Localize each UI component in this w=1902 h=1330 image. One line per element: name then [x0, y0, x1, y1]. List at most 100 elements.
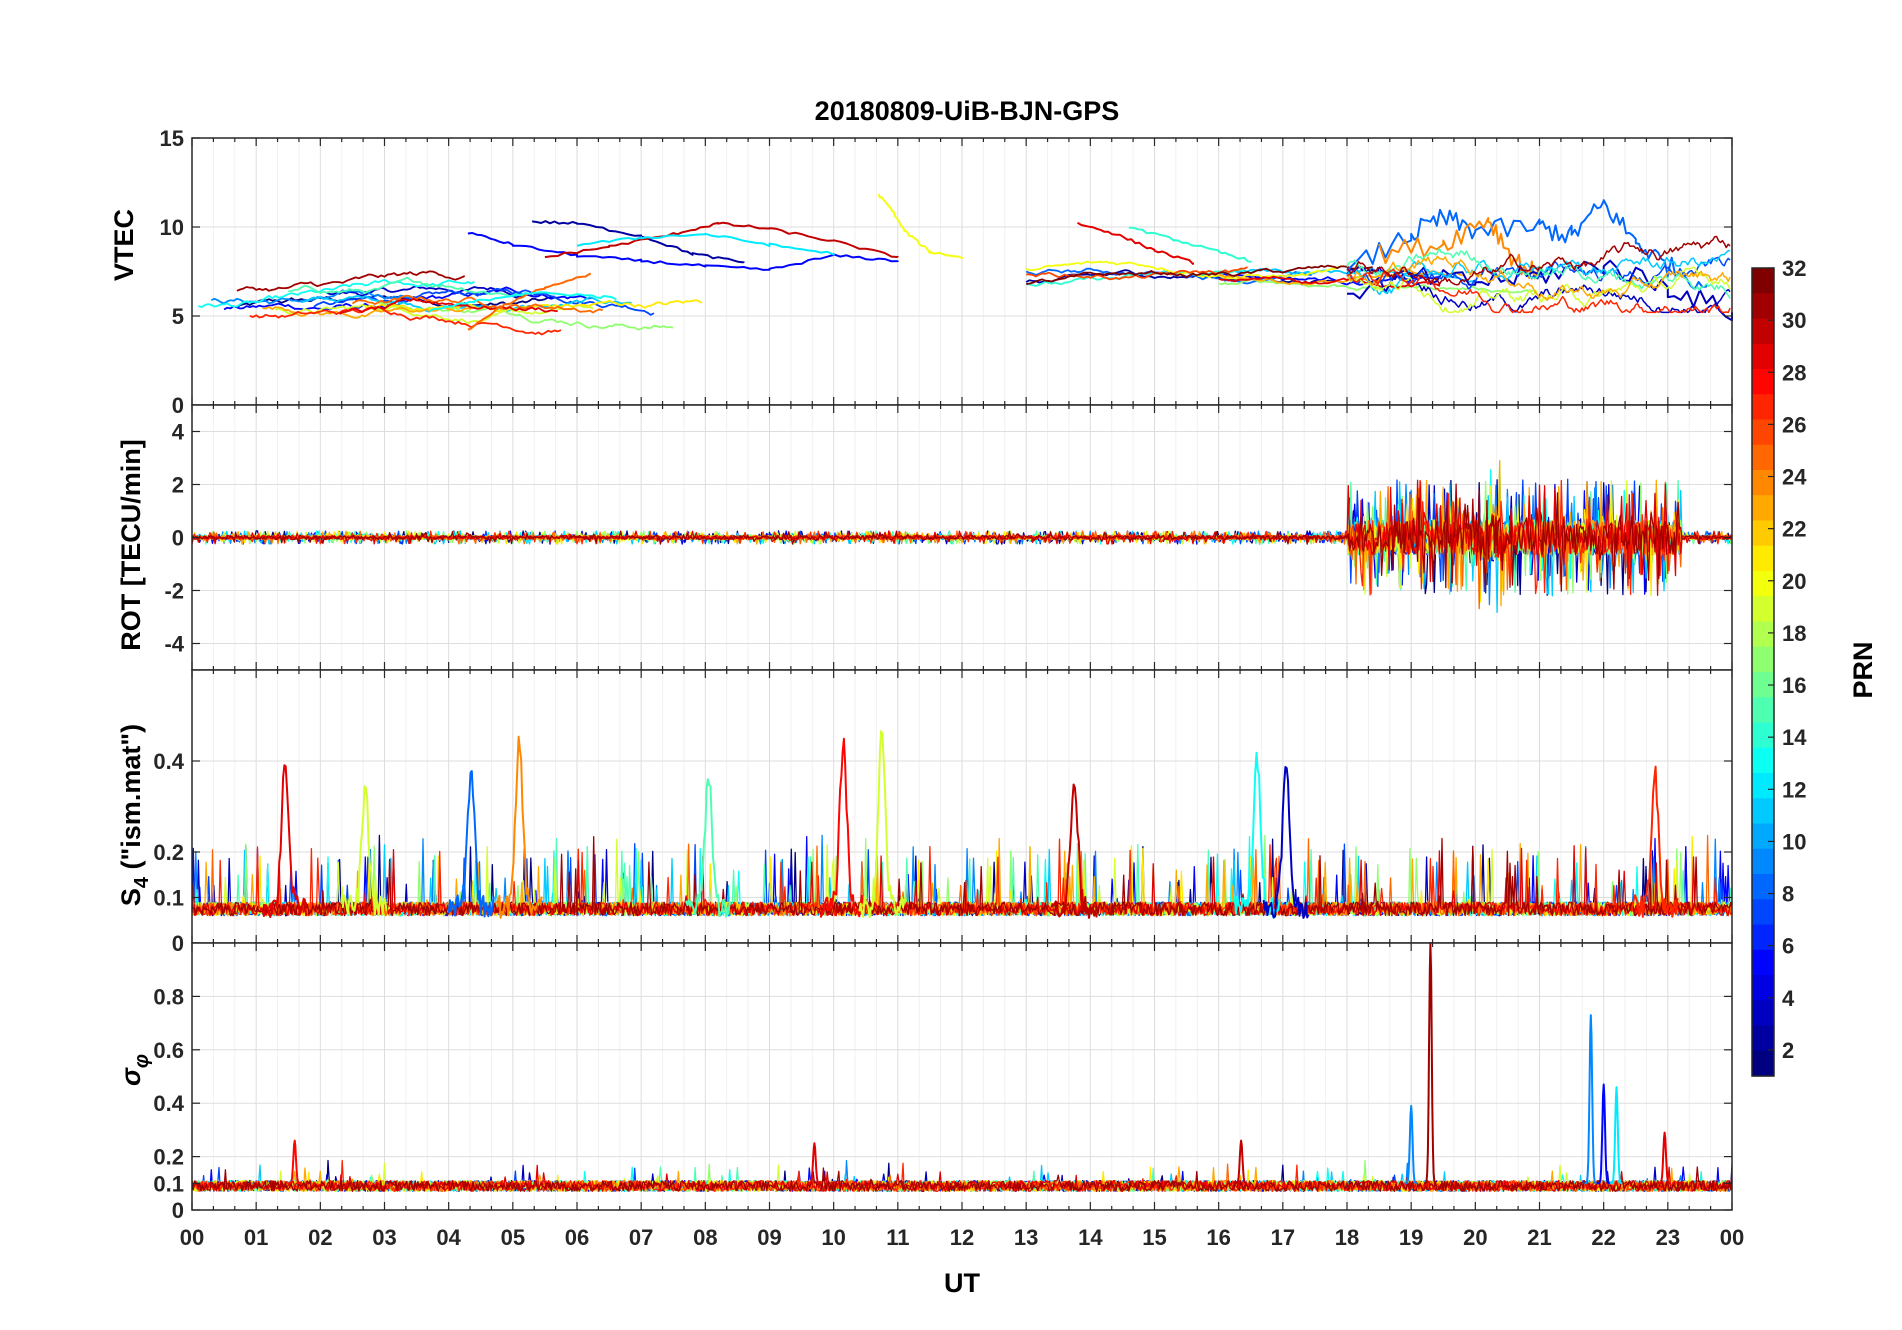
colorbar-segment [1752, 419, 1774, 446]
colorbar-segment [1752, 545, 1774, 572]
colorbar-tick-label: 8 [1782, 882, 1794, 907]
colorbar-segment [1752, 621, 1774, 648]
x-tick-label: 19 [1399, 1225, 1423, 1250]
x-tick-label: 08 [693, 1225, 717, 1250]
s4-peak-prn-8 [447, 770, 495, 918]
colorbar-segment [1752, 520, 1774, 547]
colorbar-segment [1752, 899, 1774, 926]
rot-ylabel: ROT [TECU/min] [116, 439, 146, 650]
x-tick-label: 03 [372, 1225, 396, 1250]
colorbar-tick-label: 20 [1782, 569, 1806, 594]
colorbar-tick-label: 14 [1782, 725, 1807, 750]
colorbar-segment [1752, 848, 1774, 875]
rot-ytick-label: -4 [164, 632, 184, 657]
vtec-series-prn-3 [1346, 259, 1733, 322]
colorbar-segment [1752, 975, 1774, 1001]
vtec-series-prn-30 [544, 221, 899, 259]
colorbar-label: PRN [1848, 641, 1878, 698]
x-tick-label: 07 [629, 1225, 653, 1250]
s4-peak-prn-13 [1233, 751, 1281, 919]
vtec-line-mid-prn-23 [1218, 268, 1463, 286]
vtec-line-bg-prn-25 [351, 294, 603, 314]
x-tick-label: 14 [1078, 1225, 1103, 1250]
vtec-ytick-label: 15 [160, 126, 184, 151]
sigma-series-group [191, 942, 1733, 1192]
x-tick-label: 22 [1591, 1225, 1615, 1250]
colorbar-tick-label: 28 [1782, 360, 1806, 385]
colorbar-segment [1752, 823, 1774, 850]
s4-ytick-label: 0.4 [153, 749, 184, 774]
sigma-peak-prn-9 [1404, 1104, 1418, 1185]
vtec-line-bg-prn-15 [288, 276, 527, 297]
s4-peak-prn-3 [1262, 766, 1310, 919]
colorbar-segment [1752, 571, 1774, 597]
colorbar-segment [1752, 495, 1774, 522]
colorbar-tick-label: 4 [1782, 986, 1795, 1011]
colorbar-segment [1752, 470, 1774, 496]
rot-ytick-label: -2 [164, 579, 184, 604]
vtec-series-prn-12 [576, 232, 835, 256]
x-axis-label: UT [944, 1268, 980, 1298]
colorbar-tick-label: 24 [1782, 465, 1807, 490]
x-tick-label: 05 [501, 1225, 525, 1250]
vtec-panel: 0 5 10 15 [160, 126, 1733, 418]
s4-ytick-label: 0 [172, 931, 184, 956]
vtec-ylabel: VTEC [109, 209, 139, 281]
colorbar-segment [1752, 1025, 1774, 1052]
x-tick-label: 18 [1335, 1225, 1359, 1250]
colorbar-segment [1752, 924, 1774, 951]
colorbar-segment [1752, 747, 1774, 774]
colorbar-segment [1752, 318, 1774, 345]
colorbar-segment [1752, 343, 1774, 370]
sigma-ytick-label: 0.6 [153, 1038, 184, 1063]
colorbar-tick-label: 6 [1782, 934, 1794, 959]
sigma-ytick-label: 0.2 [153, 1145, 184, 1170]
vtec-late-line-prn-15 [1346, 247, 1731, 299]
x-tick-label: 20 [1463, 1225, 1487, 1250]
colorbar-tick-label: 2 [1782, 1038, 1794, 1063]
colorbar-segment [1752, 646, 1774, 673]
colorbar-tick-label: 18 [1782, 621, 1806, 646]
s4-ytick-label: 0.1 [153, 886, 184, 911]
x-tick-label: 04 [436, 1225, 461, 1250]
rot-panel: -4 -2 0 2 4 [164, 404, 1733, 671]
vtec-line-bg-prn-21 [364, 299, 703, 313]
s4-panel: 0 0.1 0.2 0.4 [153, 669, 1733, 956]
vtec-ytick-label: 0 [172, 393, 184, 418]
vtec-late-line-prn-27 [1346, 268, 1731, 314]
colorbar-tick-label: 10 [1782, 829, 1806, 854]
sigma-peak-prn-31 [1423, 942, 1437, 1185]
rot-series-group [191, 460, 1733, 613]
s4-ylabel-main: S [116, 888, 146, 906]
vtec-series-prn-20 [877, 193, 963, 260]
vtec-late-line-prn-23 [1346, 255, 1731, 302]
sigma-peak-prn-29 [1657, 1131, 1671, 1185]
s4-ylabel-rest: ("ism.mat") [116, 724, 146, 877]
rot-line-prn-31 [191, 483, 1733, 594]
colorbar-segment [1752, 596, 1774, 623]
colorbar-segment [1752, 369, 1774, 395]
vtec-series-prn-29 [1076, 221, 1194, 265]
vtec-ytick-label: 10 [160, 215, 184, 240]
x-tick-label: 15 [1142, 1225, 1166, 1250]
colorbar-segment [1752, 697, 1774, 724]
s4-ylabel-sub: 4 [131, 876, 153, 888]
sigma-phi-panel: 00.10.2 0.4 0.6 0.8 [153, 942, 1733, 1223]
vtec-series-prn-5 [467, 232, 899, 271]
sigma-ylabel-main: σ [116, 1067, 146, 1086]
s4-peak-prn-15 [685, 778, 732, 918]
s4-peak-prn-19 [341, 785, 388, 916]
x-tick-label: 11 [886, 1225, 909, 1250]
x-tick-label: 00 [180, 1225, 204, 1250]
x-tick-label: 09 [757, 1225, 781, 1250]
sigma-peak-prn-30 [1234, 1139, 1248, 1185]
x-tick-label: 16 [1206, 1225, 1230, 1250]
vtec-line-mid-prn-32 [1026, 264, 1373, 285]
x-tick-label: 06 [565, 1225, 589, 1250]
s4-series-group [191, 730, 1733, 919]
x-tick-label: 12 [950, 1225, 974, 1250]
x-tick-label: 17 [1271, 1225, 1295, 1250]
sigma-peak-prn-12 [1609, 1086, 1623, 1185]
colorbar-tick-label: 30 [1782, 308, 1806, 333]
s4-peak-prn-28 [819, 737, 867, 918]
